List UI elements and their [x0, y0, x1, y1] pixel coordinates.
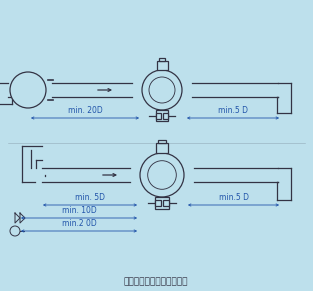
Bar	[155, 200, 161, 206]
Bar	[156, 110, 168, 121]
Text: min.2 0D: min.2 0D	[62, 219, 96, 228]
Text: min. 10D: min. 10D	[62, 206, 96, 215]
Text: min. 5D: min. 5D	[75, 193, 105, 202]
Circle shape	[10, 72, 46, 108]
Bar	[163, 113, 168, 118]
Text: min. 20D: min. 20D	[68, 106, 102, 115]
Text: min.5 D: min.5 D	[219, 193, 249, 202]
Bar	[156, 113, 161, 118]
Text: 弯管、阀门和泵之间的安装: 弯管、阀门和泵之间的安装	[124, 278, 188, 287]
Bar	[163, 200, 169, 206]
Bar	[156, 61, 167, 70]
Bar	[158, 140, 166, 143]
Bar	[156, 143, 168, 153]
Bar	[155, 197, 169, 209]
Text: min.5 D: min.5 D	[218, 106, 248, 115]
Bar	[159, 58, 165, 61]
Circle shape	[142, 70, 182, 110]
Circle shape	[140, 153, 184, 197]
